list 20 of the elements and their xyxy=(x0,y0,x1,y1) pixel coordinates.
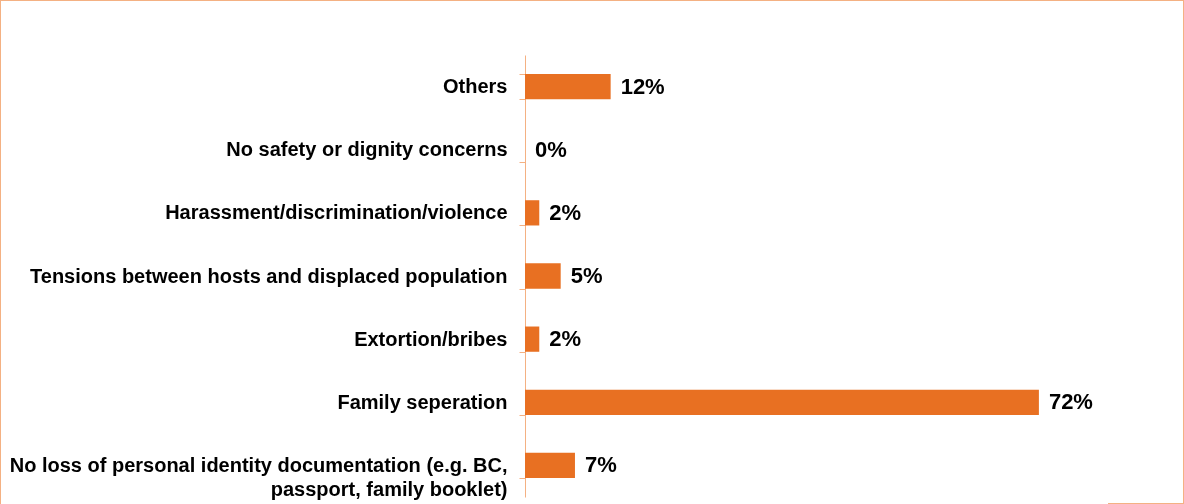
y-tick-label: Harassment/discrimination/violence xyxy=(165,201,508,224)
bar xyxy=(525,452,575,479)
y-tick-label: No safety or dignity concerns xyxy=(226,138,508,161)
bar xyxy=(525,389,1039,415)
bar xyxy=(525,263,561,289)
data-label: 0% xyxy=(535,136,567,162)
y-tick-label: Extortion/bribes xyxy=(354,327,508,350)
data-label: 2% xyxy=(549,326,582,352)
y-tick-label: Others xyxy=(443,75,508,98)
bar xyxy=(525,326,540,352)
y-tick-label: Family seperation xyxy=(337,390,508,413)
bar xyxy=(525,73,611,100)
data-label: 72% xyxy=(1048,389,1093,415)
y-tick-label: Tensions between hosts and displaced population xyxy=(30,264,508,287)
bar xyxy=(525,200,540,226)
data-label: 5% xyxy=(570,263,603,288)
data-label: 7% xyxy=(584,452,617,478)
data-label: 2% xyxy=(549,199,582,225)
data-label: 12% xyxy=(620,73,665,99)
y-tick-label: No loss of personal identity documentation (e.g. BC, passport, family booklet) xyxy=(9,453,508,500)
